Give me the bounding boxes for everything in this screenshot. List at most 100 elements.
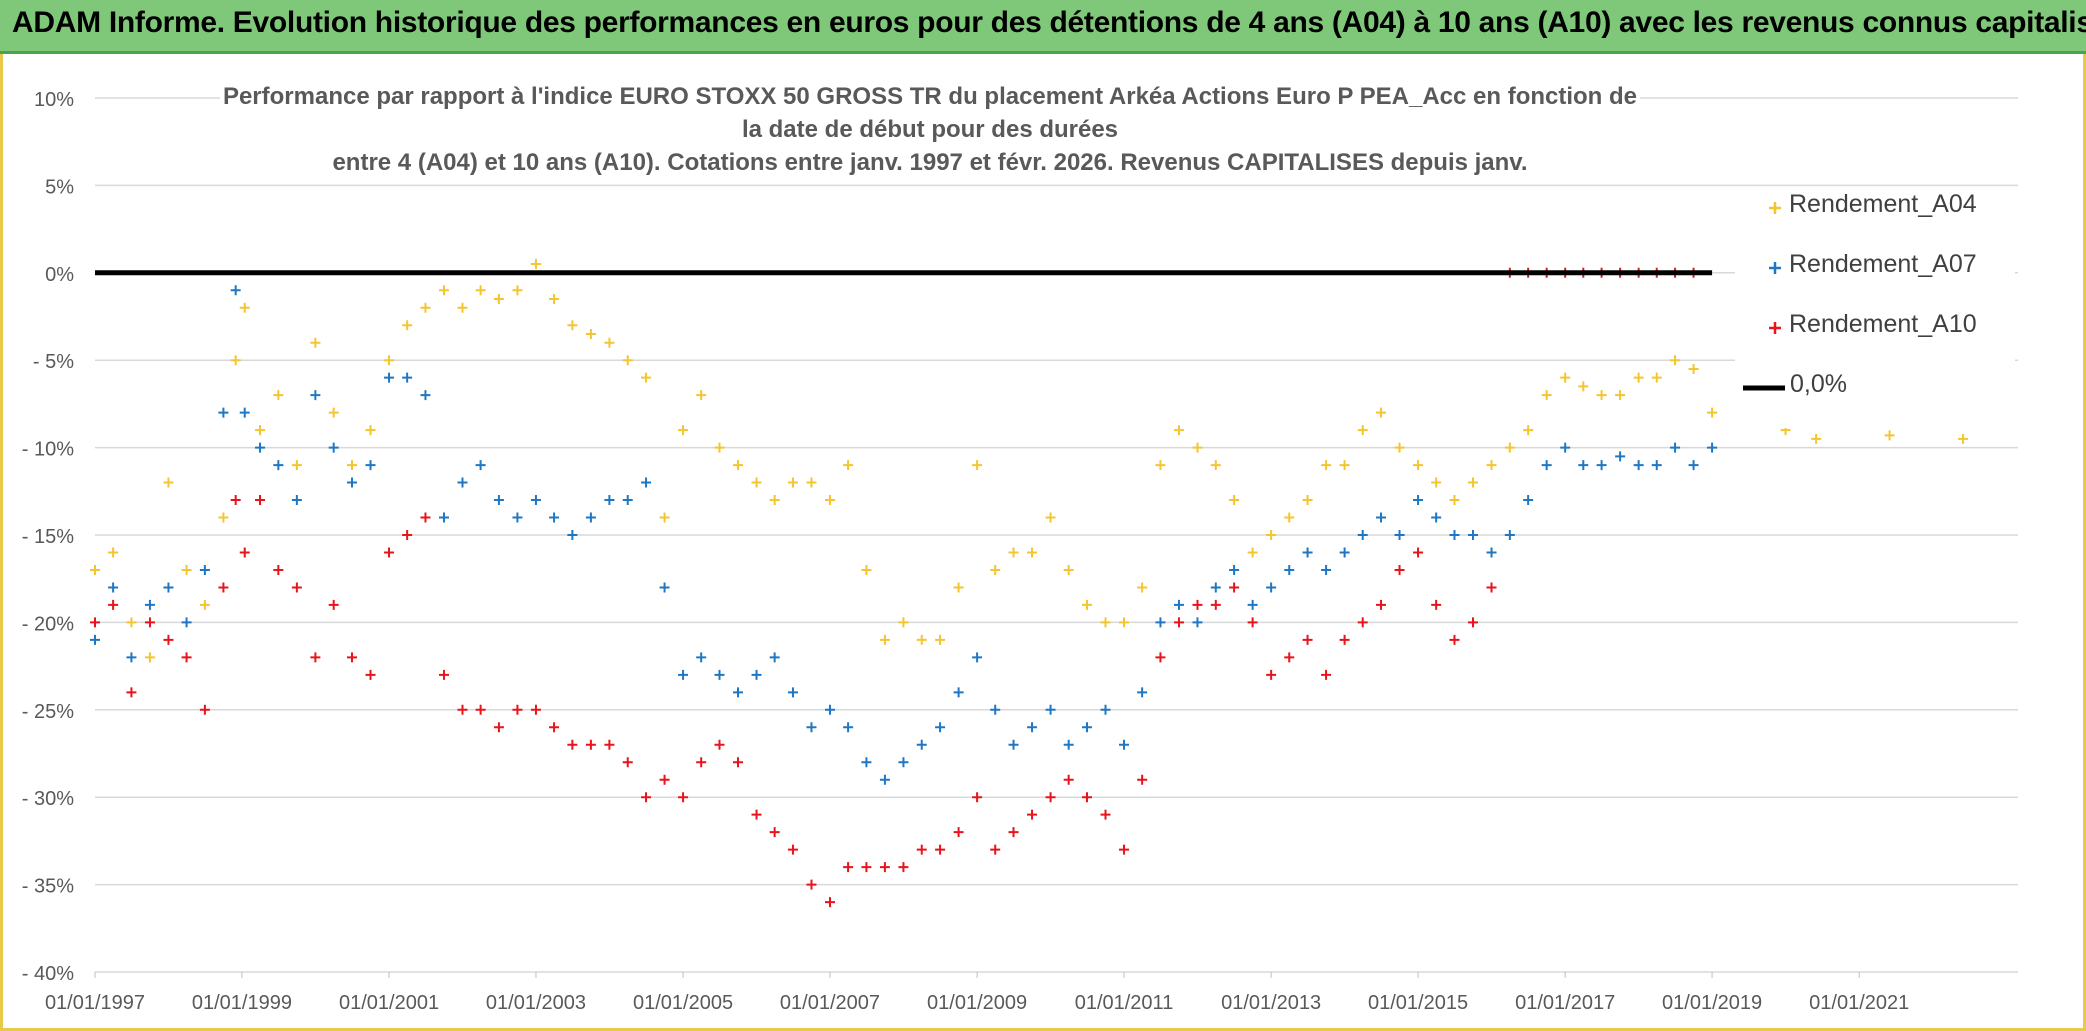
data-point — [696, 652, 707, 663]
data-point — [1008, 827, 1019, 838]
data-point — [861, 757, 872, 768]
y-tick-label: - 15% — [22, 526, 74, 548]
data-point — [181, 652, 192, 663]
data-point — [1468, 477, 1478, 488]
data-point — [1302, 547, 1313, 558]
data-point — [310, 390, 321, 401]
data-point — [1670, 355, 1681, 366]
data-point — [438, 285, 449, 296]
legend-item-zero: 0,0% — [1735, 368, 2015, 428]
data-point — [1651, 460, 1662, 471]
data-point — [218, 512, 229, 523]
data-point — [990, 704, 1001, 715]
data-point — [604, 495, 615, 506]
data-point — [990, 564, 1001, 575]
data-point — [1266, 669, 1277, 680]
data-point — [1081, 722, 1092, 733]
data-point — [1449, 495, 1460, 506]
data-point — [438, 512, 449, 523]
data-point — [806, 722, 817, 733]
data-point — [1119, 844, 1130, 855]
data-point — [1119, 739, 1130, 750]
data-point — [806, 477, 817, 488]
data-point — [1063, 774, 1074, 785]
data-point — [420, 512, 431, 523]
data-point — [1321, 564, 1332, 575]
data-point — [1523, 425, 1534, 436]
y-tick-label: - 40% — [22, 963, 74, 985]
data-point — [696, 390, 707, 401]
data-point — [144, 599, 155, 610]
data-point — [678, 792, 689, 803]
data-point — [1192, 599, 1203, 610]
data-point — [1357, 617, 1368, 628]
data-point — [273, 460, 284, 471]
data-point — [1376, 599, 1387, 610]
data-point — [733, 757, 744, 768]
data-point — [1247, 547, 1258, 558]
data-point — [199, 704, 210, 715]
data-point — [475, 460, 486, 471]
report-title: ADAM Informe. Evolution historique des p… — [12, 6, 2086, 39]
chart-title-line-1: Performance par rapport à l'indice EURO … — [222, 83, 1638, 143]
series-rendement_a04 — [90, 259, 1969, 663]
data-point — [935, 844, 946, 855]
data-point — [1100, 704, 1111, 715]
data-point — [512, 285, 523, 296]
data-point — [1394, 530, 1405, 540]
legend-line-zero — [1743, 385, 1785, 391]
data-point — [384, 547, 395, 558]
data-point — [347, 477, 358, 488]
x-tick-label: 01/01/2017 — [1515, 992, 1615, 1014]
data-point — [1523, 495, 1534, 506]
data-point — [696, 757, 707, 768]
data-point — [239, 302, 250, 313]
data-point — [1192, 442, 1203, 453]
data-point — [1137, 582, 1148, 593]
data-point — [769, 827, 780, 838]
data-point — [1357, 530, 1368, 540]
data-point — [163, 634, 174, 645]
data-point — [1486, 582, 1497, 593]
data-point — [1266, 582, 1277, 593]
data-point — [475, 704, 486, 715]
data-point — [328, 407, 339, 418]
data-point — [1266, 530, 1277, 540]
data-point — [1707, 407, 1718, 418]
chart-legend: Rendement_A04 Rendement_A07 Rendement_A1… — [1735, 188, 2015, 428]
legend-item-a07: Rendement_A07 — [1735, 248, 2015, 308]
data-point — [1560, 442, 1571, 453]
data-point — [1321, 460, 1332, 471]
data-point — [1504, 530, 1515, 540]
data-point — [1560, 372, 1571, 383]
data-point — [1431, 599, 1442, 610]
data-point — [291, 495, 302, 506]
data-point — [641, 792, 652, 803]
data-point — [843, 722, 854, 733]
data-point — [1431, 512, 1442, 523]
data-point — [824, 704, 835, 715]
legend-item-a04: Rendement_A04 — [1735, 188, 2015, 248]
data-point — [1339, 634, 1350, 645]
data-point — [512, 704, 523, 715]
y-tick-label: - 5% — [33, 351, 74, 373]
x-tick-label: 01/01/2015 — [1368, 992, 1468, 1014]
data-point — [493, 495, 504, 506]
data-point — [843, 460, 854, 471]
data-point — [438, 669, 449, 680]
data-point — [1633, 460, 1644, 471]
y-tick-label: 5% — [45, 176, 74, 198]
data-point — [751, 809, 762, 820]
x-tick-label: 01/01/2019 — [1662, 992, 1762, 1014]
data-point — [787, 687, 798, 698]
data-point — [714, 442, 725, 453]
data-point — [239, 547, 250, 558]
data-point — [659, 512, 670, 523]
data-point — [641, 372, 652, 383]
data-point — [1811, 433, 1822, 444]
data-point — [935, 722, 946, 733]
y-tick-label: 0% — [45, 264, 74, 286]
data-point — [1884, 430, 1895, 441]
data-point — [916, 844, 927, 855]
data-point — [108, 582, 119, 593]
